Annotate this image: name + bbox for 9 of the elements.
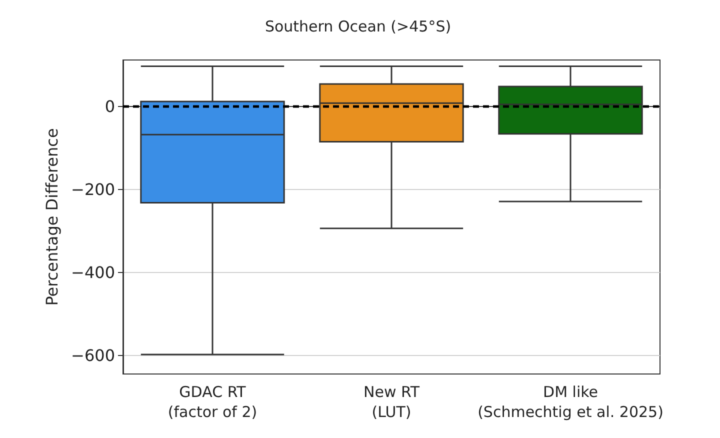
- x-tick-label: GDAC RT (factor of 2): [168, 383, 258, 421]
- x-tick-label: DM like (Schmechtig et al. 2025): [478, 383, 664, 421]
- y-tick-label: −200: [71, 180, 115, 199]
- y-tick-label: 0: [104, 96, 115, 116]
- x-tick-label: New RT (LUT): [364, 383, 420, 421]
- chart-title: Southern Ocean (>45°S): [264, 18, 452, 36]
- y-tick-label: −400: [71, 262, 115, 282]
- y-tick-label: −600: [71, 346, 115, 365]
- y-axis-title: Percentage Difference: [42, 128, 62, 306]
